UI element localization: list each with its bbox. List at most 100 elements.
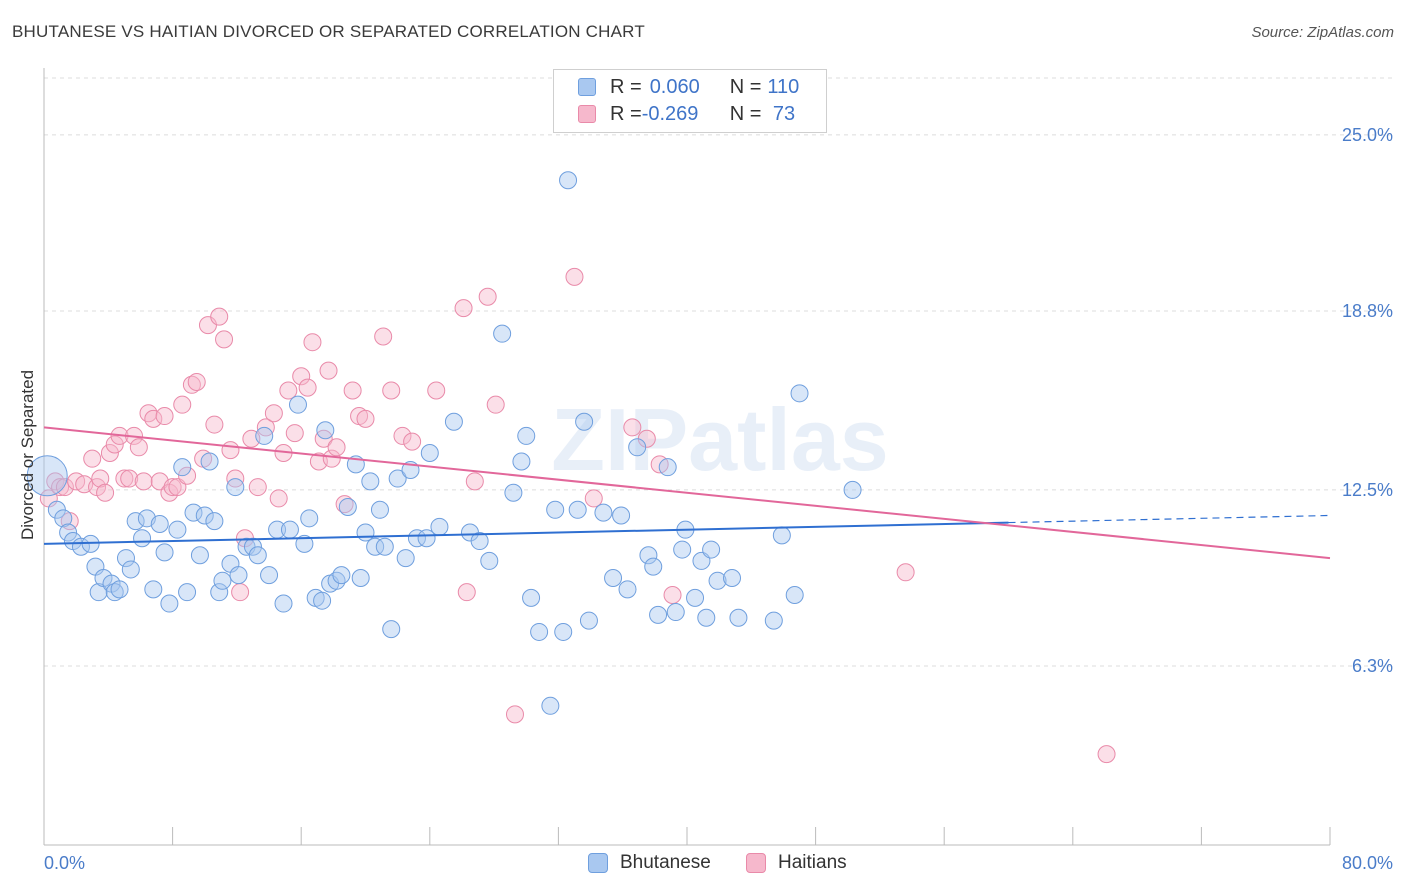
haitians-point [269,489,288,508]
bhutanese-swatch [578,78,596,96]
bhutanese-points [26,171,862,715]
y-tick-label: 12.5% [1342,480,1393,500]
legend-n-label: N = [729,75,762,98]
legend-r-label: R = [610,102,642,125]
bhutanese-point [370,500,389,519]
haitians-point [221,441,240,460]
bhutanese-point [356,523,375,542]
bhutanese-point [594,503,613,522]
bhutanese-point [568,500,587,519]
bhutanese-point [54,509,73,528]
bhutanese-point [579,611,598,630]
bhutanese-swatch [588,853,608,873]
haitians-point [46,472,65,491]
haitians-point [319,361,338,380]
bhutanese-point [407,529,426,548]
bhutanese-point [144,580,163,599]
bhutanese-point [327,571,346,590]
haitians-point [478,287,497,306]
haitians-point [115,469,134,488]
bhutanese-point [382,620,401,639]
bhutanese-point [210,583,229,602]
bhutanese-point [522,588,541,607]
bhutanese-point [396,549,415,568]
bhutanese-point [639,546,658,565]
haitians-swatch [578,105,596,123]
haitians-point [120,469,139,488]
bhutanese-point [300,509,319,528]
bhutanese-point [470,532,489,551]
haitians-point [403,432,422,451]
bhutanese-point [480,551,499,570]
bhutanese-trendline [43,521,1009,545]
haitians-point [486,395,505,414]
bhutanese-point [697,608,716,627]
bhutanese-point [173,458,192,477]
legend-r-label: R = [610,75,642,98]
haitians-point [100,443,119,462]
bhutanese-point [200,452,219,471]
haitians-point [292,367,311,386]
legend-r-value: 0.060 [649,75,700,98]
haitians-point [374,327,393,346]
haitians-point [427,381,446,400]
y-axis-title: Divorced or Separated [18,370,37,540]
bhutanese-point [313,591,332,610]
bhutanese-point [121,560,140,579]
bhutanese-point [546,500,565,519]
bhutanese-point [178,583,197,602]
haitians-point [155,407,174,426]
haitians-point [663,586,682,605]
haitians-point [129,438,148,457]
bhutanese-point [195,506,214,525]
haitians-point [173,395,192,414]
bhutanese-point [708,571,727,590]
bhutanese-point [375,537,394,556]
haitians-point [144,409,163,428]
bhutanese-point [702,540,721,559]
haitians-point [96,483,115,502]
regression-lines [43,426,1331,560]
haitians-point [454,299,473,318]
haitians-point [327,438,346,457]
bhutanese-point [764,611,783,630]
haitians-point [505,705,524,724]
bhutanese-point [618,580,637,599]
stats-legend: R = 0.060 N = 110 R = -0.269 N = 73 [553,69,827,133]
bhutanese-point [649,605,668,624]
bhutanese-point [430,517,449,536]
bhutanese-point [512,452,531,471]
bhutanese-point [338,497,357,516]
legend-label-haitians: Haitians [778,852,847,873]
axis-layer [43,68,1331,846]
haitians-point [264,404,283,423]
haitians-point [248,478,267,497]
bhutanese-trendline-extension [1008,514,1331,524]
bhutanese-point [243,537,262,556]
watermark: ZIPatlas [551,390,888,489]
bhutanese-point [388,469,407,488]
bhutanese-point [575,412,594,431]
bhutanese-point [274,594,293,613]
bhutanese-point [420,443,439,462]
bhutanese-point [666,603,685,622]
haitians-point [178,466,197,485]
bhutanese-point [150,514,169,533]
legend-item-haitians[interactable]: Haitians [746,852,847,874]
bhutanese-point [133,529,152,548]
legend-row-haitians: R = -0.269 N = 73 [578,102,795,126]
haitians-point [231,583,250,602]
bhutanese-point [280,520,299,539]
legend-item-bhutanese[interactable]: Bhutanese [588,852,711,874]
haitians-point [285,424,304,443]
haitians-point [163,478,182,497]
bhutanese-point [612,506,631,525]
legend-n-value: 73 [767,102,796,125]
bhutanese-point [184,503,203,522]
haitians-point [298,378,317,397]
bhutanese-point [89,583,108,602]
haitians-point [465,472,484,491]
bhutanese-point [673,540,692,559]
legend-row-bhutanese: R = 0.060 N = 110 [578,75,799,99]
bhutanese-point [105,583,124,602]
